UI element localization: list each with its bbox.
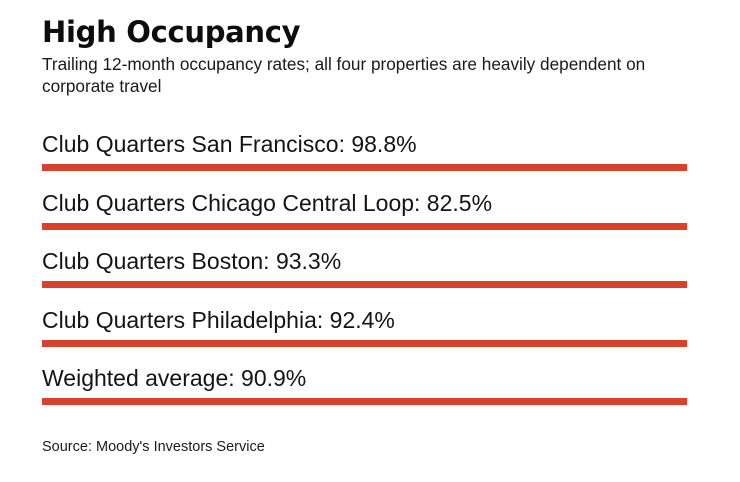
chart-header: High Occupancy Trailing 12-month occupan…: [42, 14, 690, 97]
bar-rule: [42, 339, 687, 347]
source-attribution: Source: Moody's Investors Service: [42, 439, 265, 455]
bar-rule: [42, 281, 687, 288]
bar-row-label: Weighted average: 90.9%: [42, 365, 307, 391]
bar-row: Weighted average: 90.9%: [42, 360, 687, 419]
bar-row: Club Quarters Philadelphia: 92.4%: [42, 302, 687, 361]
bar-row: Club Quarters Chicago Central Loop: 82.5…: [42, 185, 687, 244]
bar-row-label: Club Quarters Boston: 93.3%: [42, 248, 342, 274]
bar-rule: [42, 222, 687, 230]
bar-row-label: Club Quarters Chicago Central Loop: 82.5…: [42, 189, 493, 216]
chart-subtitle: Trailing 12-month occupancy rates; all f…: [42, 54, 646, 96]
bar-rule: [42, 164, 687, 171]
bar-row: Club Quarters San Francisco: 98.8%: [42, 126, 687, 185]
page-title: High Occupancy: [42, 15, 301, 49]
bar-list: Club Quarters San Francisco: 98.8% Club …: [42, 126, 687, 419]
bar-row-label: Club Quarters Philadelphia: 92.4%: [42, 306, 395, 333]
bar-row: Club Quarters Boston: 93.3%: [42, 243, 687, 302]
bar-row-label: Club Quarters San Francisco: 98.8%: [42, 131, 417, 157]
bar-rule: [42, 398, 687, 405]
